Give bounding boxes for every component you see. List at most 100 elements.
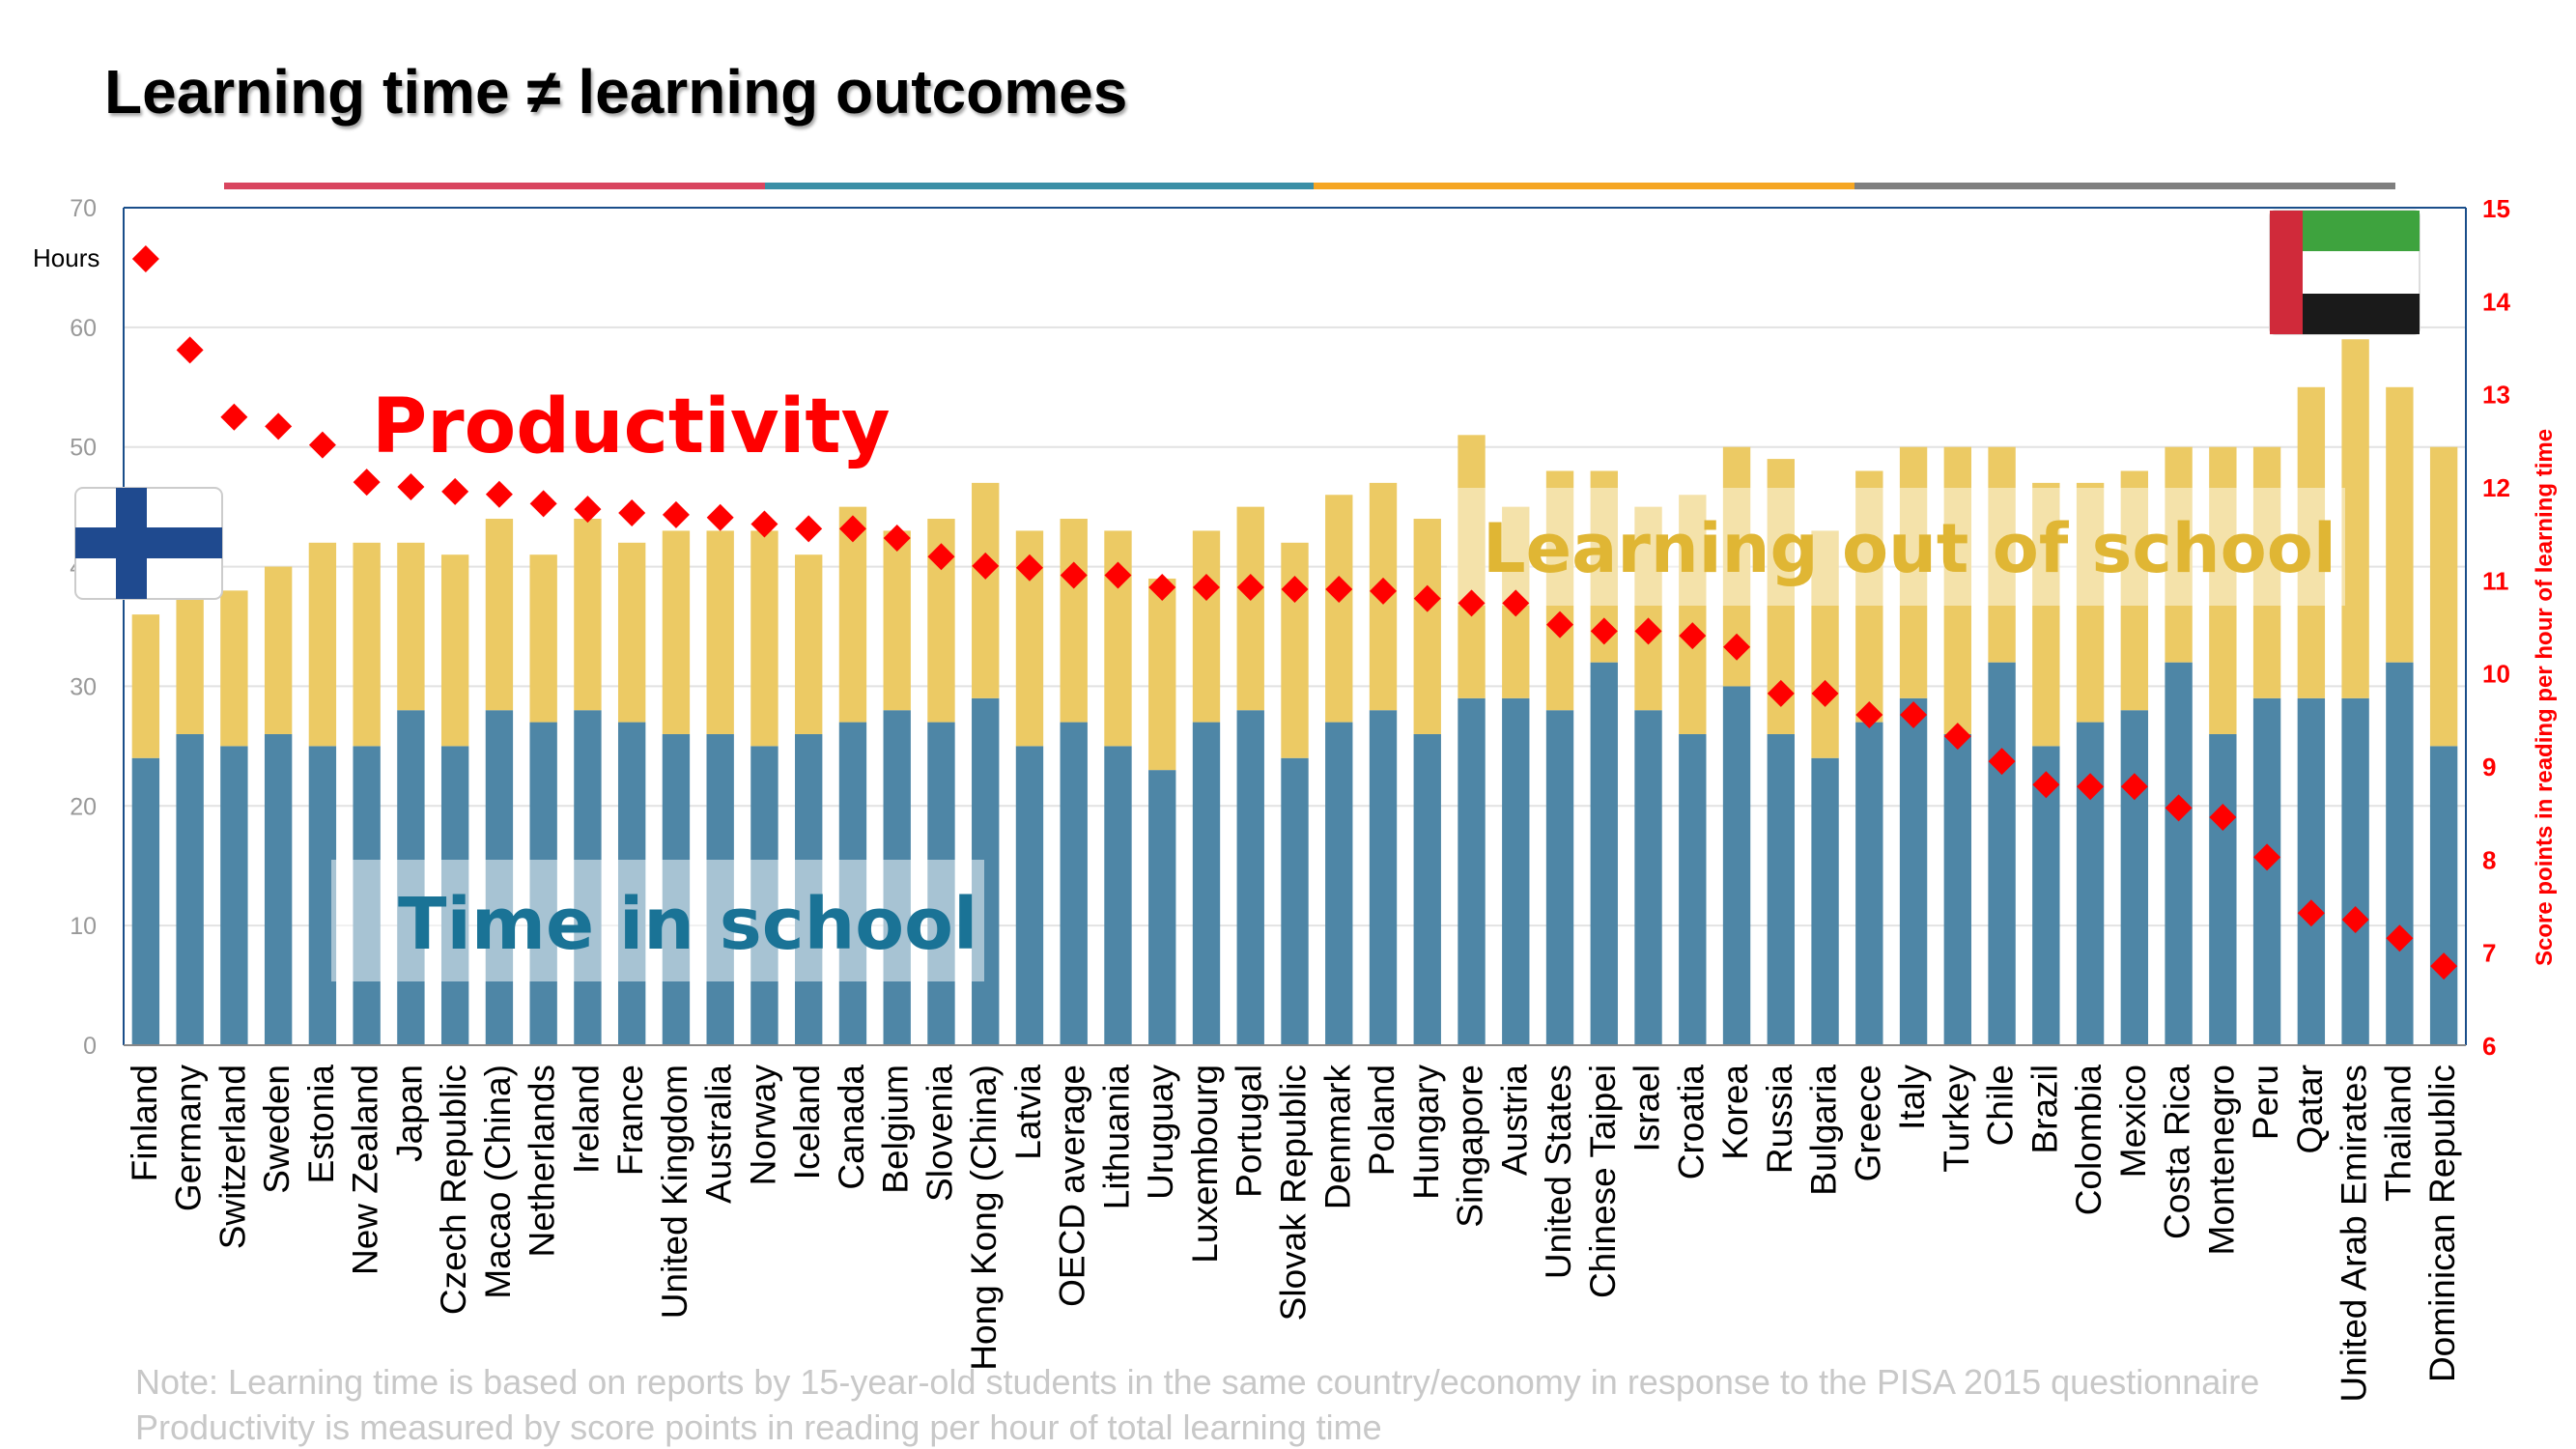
bar-time-in-school [264,733,293,1045]
productivity-point [883,524,911,552]
productivity-point [1723,633,1751,661]
left-tick-label: 60 [70,315,97,342]
bar-learning-out-of-school [2386,386,2414,663]
bar-time-in-school [220,746,248,1045]
category-label: Norway [743,1065,782,1186]
productivity-point [1281,575,1309,603]
annotation-productivity: Productivity [372,384,891,470]
bar-time-in-school [1502,697,1530,1045]
productivity-point [485,480,513,508]
category-label: Austria [1494,1065,1534,1177]
productivity-point [1679,622,1707,650]
productivity-point [1988,748,2016,776]
productivity-point [1900,701,1928,729]
category-label: Finland [125,1065,164,1181]
productivity-point [176,336,204,364]
bar-learning-out-of-school [795,554,823,734]
category-label: Germany [169,1065,209,1212]
bar-time-in-school [1590,662,1618,1045]
productivity-point [441,477,469,505]
bar-learning-out-of-school [706,530,734,734]
bar-time-in-school [1458,697,1486,1045]
bar-learning-out-of-school [617,542,646,723]
color-band [224,183,2395,189]
bar-time-in-school [1015,746,1044,1045]
bar-learning-out-of-school [2252,446,2281,698]
category-label: Chinese Taipei [1583,1065,1623,1298]
bar-learning-out-of-school [1458,435,1486,698]
bar-learning-out-of-school [264,566,293,734]
productivity-point [1325,575,1353,603]
category-label: Costa Rica [2158,1065,2197,1239]
category-label: Thailand [2378,1065,2418,1202]
bar-learning-out-of-school [1060,519,1088,723]
category-label: Denmark [1317,1065,1357,1210]
productivity-point [1767,679,1795,707]
bar-learning-out-of-school [485,519,514,711]
productivity-point [1413,584,1441,612]
category-labels: Finland Germany Switzerland Sweden Estonia Ne… [125,1065,2462,1403]
category-label: Russia [1760,1065,1799,1175]
bar-time-in-school [1413,733,1441,1045]
right-axis-label: Score points in reading per hour of lear… [2532,429,2558,966]
left-tick-label: 70 [70,195,97,222]
category-label: Japan [389,1065,429,1162]
productivity-point [972,552,1000,580]
left-tick-label: 30 [70,673,97,700]
bar-learning-out-of-school [220,590,248,747]
bar-learning-out-of-school [1545,470,1574,711]
bar-time-in-school [1192,722,1221,1045]
bar-time-in-school [131,757,160,1045]
bar-time-in-school [1855,722,1883,1045]
category-label: Hungary [1406,1065,1446,1200]
productivity-point [2209,803,2237,831]
bar-time-in-school [2341,697,2369,1045]
category-label: Turkey [1937,1065,1976,1173]
left-tick-label: 0 [83,1033,97,1060]
bar-learning-out-of-school [1811,530,1839,758]
productivity-point [265,412,293,440]
bar-learning-out-of-school [1236,506,1264,711]
bar-learning-out-of-school [1988,446,2016,663]
band-segment [1314,183,1854,189]
productivity-point [2386,924,2414,952]
productivity-point [1104,561,1132,589]
bar-learning-out-of-school [1325,495,1353,723]
bar-learning-out-of-school [1899,446,1928,698]
right-tick-label: 9 [2482,753,2496,781]
bar-learning-out-of-school [2297,386,2326,698]
productivity-point [2032,771,2060,799]
note-line-1: Note: Learning time is based on reports … [135,1362,2260,1402]
bar-learning-out-of-school [1281,542,1309,758]
bar-time-in-school [1899,697,1928,1045]
left-tick-label: 20 [70,793,97,820]
category-label: Latvia [1008,1065,1048,1160]
bar-learning-out-of-school [1943,446,1972,734]
bar-learning-out-of-school [397,542,425,711]
bar-time-in-school [1767,733,1795,1045]
category-label: Czech Republic [434,1065,473,1315]
productivity-point [2077,773,2105,801]
bar-time-in-school [1634,710,1662,1045]
bar-time-in-school [176,733,204,1045]
bar-time-in-school [1060,722,1088,1045]
category-label: Switzerland [212,1065,252,1249]
category-label: United States [1539,1065,1578,1279]
annotation-out-of-school: Learning out of school [1483,509,2336,588]
category-label: Slovenia [920,1065,959,1202]
category-label: Singapore [1451,1065,1490,1228]
note-line-2: Productivity is measured by score points… [135,1407,1382,1447]
productivity-point [750,510,778,538]
bar-time-in-school [1148,770,1176,1045]
bar-time-in-school [1545,710,1574,1045]
productivity-point [397,473,425,500]
productivity-point [1015,554,1043,582]
bar-time-in-school [2209,733,2237,1045]
productivity-point [574,496,602,524]
productivity-point [927,543,955,571]
bar-learning-out-of-school [2165,446,2193,663]
productivity-point [220,403,248,431]
productivity-point [1502,589,1530,617]
bar-time-in-school [1988,662,2016,1045]
